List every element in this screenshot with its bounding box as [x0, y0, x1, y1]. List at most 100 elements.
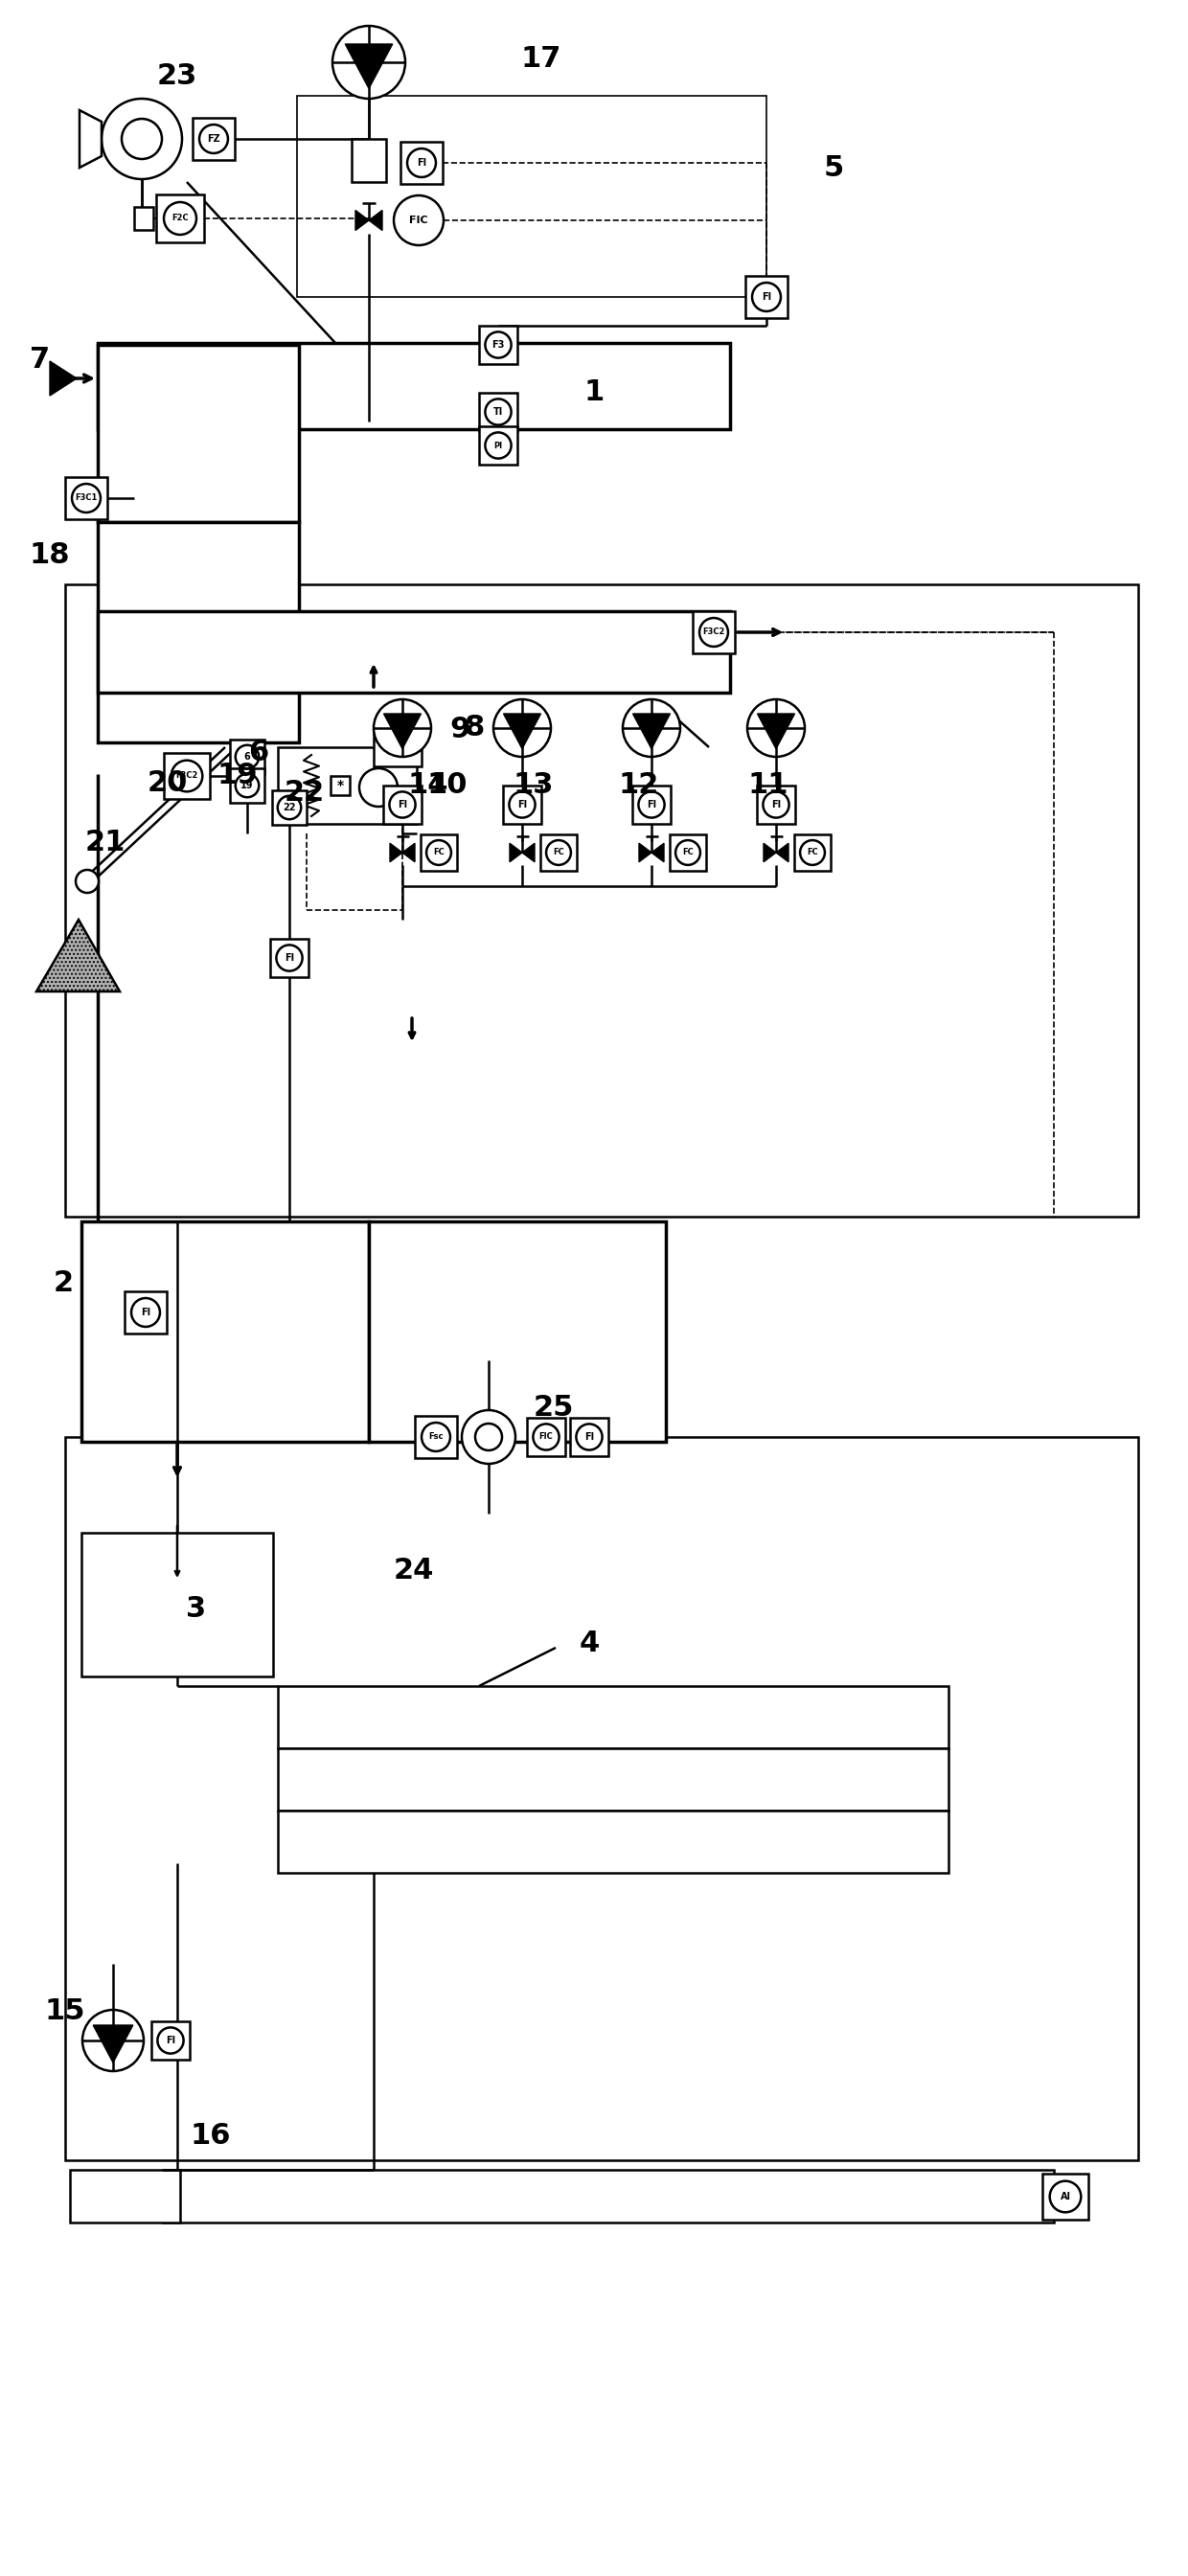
Text: FC: FC — [807, 848, 819, 858]
Circle shape — [485, 332, 511, 358]
Text: Fsc: Fsc — [429, 1432, 443, 1443]
Bar — [693, 611, 735, 654]
Text: FI: FI — [417, 157, 426, 167]
Polygon shape — [776, 842, 789, 863]
Bar — [479, 425, 517, 464]
Bar — [479, 325, 517, 363]
Text: AI: AI — [1060, 2192, 1070, 2202]
Text: 11: 11 — [748, 773, 789, 799]
Bar — [82, 1533, 273, 1677]
Circle shape — [700, 618, 728, 647]
Text: FI: FI — [646, 801, 656, 809]
Bar — [278, 747, 417, 824]
Text: 14: 14 — [407, 773, 449, 799]
Circle shape — [475, 1425, 503, 1450]
Text: 23: 23 — [157, 62, 197, 90]
Polygon shape — [384, 714, 421, 750]
Text: 7: 7 — [30, 345, 50, 374]
Polygon shape — [368, 211, 383, 229]
Text: 17: 17 — [522, 46, 562, 72]
Circle shape — [485, 433, 511, 459]
Text: F3C1: F3C1 — [75, 495, 97, 502]
Circle shape — [390, 791, 416, 817]
Bar — [272, 791, 307, 824]
Text: FI: FI — [165, 2035, 176, 2045]
Circle shape — [72, 484, 101, 513]
Text: FI: FI — [398, 801, 407, 809]
Bar — [164, 752, 210, 799]
Bar — [192, 118, 235, 160]
Bar — [125, 1291, 166, 1334]
Bar — [297, 95, 766, 296]
Bar — [479, 392, 517, 430]
Text: 25: 25 — [533, 1394, 574, 1422]
Circle shape — [333, 26, 405, 98]
Circle shape — [1050, 2182, 1081, 2213]
Text: FIC: FIC — [410, 216, 428, 224]
Text: 15: 15 — [45, 1999, 86, 2025]
Text: FC: FC — [552, 848, 564, 858]
Text: FI: FI — [584, 1432, 594, 1443]
Bar — [368, 1221, 665, 1443]
Circle shape — [462, 1409, 516, 1463]
Bar — [541, 835, 576, 871]
Polygon shape — [523, 842, 535, 863]
Polygon shape — [764, 842, 776, 863]
Text: 5: 5 — [823, 155, 843, 180]
Text: 1: 1 — [583, 379, 605, 407]
Bar — [230, 768, 265, 804]
Text: 22: 22 — [283, 804, 296, 811]
Text: F3: F3 — [492, 340, 505, 350]
Circle shape — [132, 1298, 160, 1327]
Circle shape — [121, 118, 162, 160]
Polygon shape — [651, 842, 664, 863]
Bar — [670, 835, 706, 871]
Bar — [151, 2022, 190, 2061]
Text: 6: 6 — [244, 752, 251, 762]
Bar — [82, 1221, 368, 1443]
Text: 24: 24 — [393, 1556, 434, 1584]
Text: 4: 4 — [579, 1628, 600, 1656]
Circle shape — [101, 98, 182, 180]
Circle shape — [576, 1425, 602, 1450]
Bar — [270, 938, 309, 976]
Text: 3: 3 — [187, 1595, 207, 1623]
Text: FI: FI — [284, 953, 295, 963]
Bar — [97, 611, 731, 693]
Circle shape — [493, 698, 551, 757]
Bar — [65, 585, 1138, 1216]
Polygon shape — [504, 714, 541, 750]
Polygon shape — [403, 842, 415, 863]
Text: TI: TI — [493, 407, 503, 417]
Bar — [230, 739, 265, 773]
Circle shape — [533, 1425, 560, 1450]
Bar — [97, 345, 299, 523]
Circle shape — [76, 871, 99, 894]
Bar — [1042, 2174, 1088, 2221]
Bar — [374, 732, 422, 768]
Text: FI: FI — [517, 801, 527, 809]
Text: FC: FC — [434, 848, 444, 858]
Circle shape — [638, 791, 664, 817]
Bar — [163, 2169, 1054, 2223]
Circle shape — [158, 2027, 184, 2053]
Bar — [632, 786, 671, 824]
Circle shape — [407, 149, 436, 178]
Circle shape — [510, 791, 535, 817]
Bar — [400, 142, 443, 183]
Bar — [156, 193, 204, 242]
Bar — [384, 786, 422, 824]
Text: 2: 2 — [53, 1270, 74, 1298]
Bar — [97, 343, 731, 430]
Circle shape — [82, 2009, 144, 2071]
Bar — [134, 206, 153, 229]
Bar — [415, 1417, 457, 1458]
Bar — [330, 775, 349, 796]
Circle shape — [359, 768, 398, 806]
Circle shape — [278, 796, 301, 819]
Text: 6: 6 — [248, 739, 268, 765]
Text: PI: PI — [494, 440, 503, 451]
Text: FI: FI — [771, 801, 781, 809]
Text: *: * — [336, 778, 343, 793]
Circle shape — [546, 840, 571, 866]
